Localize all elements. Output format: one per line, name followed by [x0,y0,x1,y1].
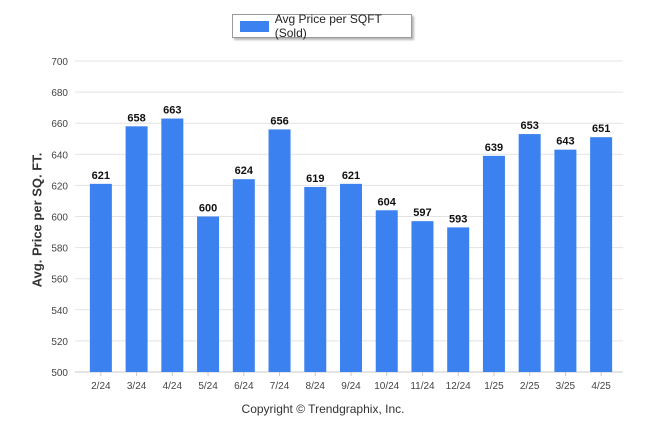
data-label: 621 [342,170,360,182]
y-tick-label: 640 [51,150,68,161]
y-tick-label: 520 [51,337,68,348]
y-tick-label: 500 [51,368,68,379]
bar[interactable] [232,179,255,372]
x-tick-label: 12/24 [446,381,471,392]
y-tick-label: 560 [51,275,68,286]
x-axis-ticks: 2/24 3/24 4/24 5/24 6/24 7/24 8/24 9/24 10/24 11/… [91,372,611,392]
bar[interactable] [482,155,505,372]
data-label: 658 [127,112,145,124]
x-tick-label: 2/25 [520,381,540,392]
data-label: 643 [556,136,574,148]
bar[interactable] [197,216,220,373]
x-tick-label: 7/24 [270,381,290,392]
bar[interactable] [411,221,434,372]
y-tick-label: 540 [51,306,68,317]
data-label: 600 [199,203,217,215]
x-tick-label: 4/24 [163,381,183,392]
y-axis-ticks: 500 520 540 560 580 600 620 640 660 680 700 [51,57,68,379]
data-label: 624 [235,165,254,177]
y-tick-label: 620 [51,181,68,192]
x-tick-label: 3/24 [127,381,147,392]
y-axis-label: Avg. Price per SQ. FT. [29,152,45,288]
bar[interactable] [447,227,470,372]
data-label: 656 [270,115,288,127]
data-label: 651 [592,123,610,135]
bar[interactable] [89,183,112,372]
x-tick-label: 8/24 [306,381,326,392]
legend-label: Avg Price per SQFT (Sold) [274,12,382,40]
y-tick-label: 600 [51,213,68,224]
bar[interactable] [340,183,362,372]
bar[interactable] [518,134,541,372]
x-tick-label: 3/25 [556,381,576,392]
x-tick-label: 2/24 [91,381,111,392]
x-tick-label: 9/24 [341,381,361,392]
x-tick-label: 5/24 [198,381,218,392]
x-tick-label: 1/25 [484,381,504,392]
bar[interactable] [125,126,148,372]
y-tick-label: 680 [51,88,68,99]
copyright-text: Copyright © Trendgraphix, Inc. [241,402,405,416]
y-tick-label: 700 [51,57,68,68]
bars [89,118,613,373]
data-label: 597 [413,207,431,219]
data-label: 663 [163,105,181,117]
x-tick-label: 11/24 [410,381,435,392]
y-tick-label: 580 [51,244,68,255]
data-label: 653 [520,120,538,132]
bar[interactable] [161,118,184,372]
legend[interactable]: Avg Price per SQFT (Sold) [232,12,412,40]
data-label: 604 [378,196,397,208]
bar[interactable] [375,210,398,372]
bar[interactable] [304,186,327,372]
x-tick-label: 4/25 [591,381,611,392]
bar[interactable] [590,137,613,372]
data-label: 619 [306,173,324,185]
data-label: 639 [485,142,503,154]
legend-swatch [240,20,269,32]
data-label: 593 [449,213,467,225]
x-tick-label: 6/24 [234,381,254,392]
bar[interactable] [554,149,577,372]
y-tick-label: 660 [51,119,68,130]
data-label: 621 [92,170,110,182]
data-labels: 621 658 663 600 624 656 619 621 604 597 593 639 653 6… [92,105,611,226]
x-tick-label: 10/24 [374,381,399,392]
bar[interactable] [268,129,291,372]
